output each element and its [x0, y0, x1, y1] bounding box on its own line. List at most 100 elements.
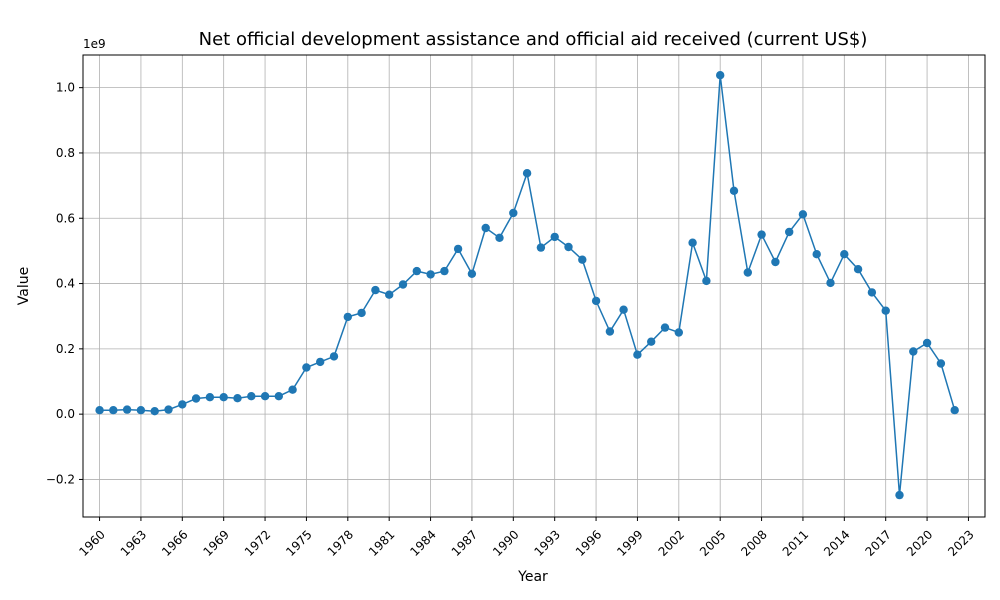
data-point [633, 350, 642, 359]
data-point [895, 490, 904, 500]
data-point [522, 169, 532, 178]
x-tick-label: 2005 [697, 527, 728, 558]
y-axis: −0.2 0.0 0.2 0.4 0.6 0.8 1.0 [46, 81, 83, 486]
x-tick-label: 1975 [283, 527, 314, 558]
data-point [798, 210, 808, 219]
data-point [660, 323, 670, 332]
data-point [357, 308, 366, 318]
data-point [647, 337, 656, 346]
chart-title: Net official development assistance and … [199, 29, 868, 50]
data-point [150, 407, 159, 416]
data-point [564, 242, 573, 252]
data-point [950, 406, 959, 415]
x-tick-label: 2023 [945, 527, 976, 558]
data-point [385, 290, 394, 299]
data-point [578, 255, 587, 264]
data-point [812, 250, 821, 259]
data-points [95, 71, 959, 500]
data-point [853, 265, 863, 274]
y-tick-label: 1.0 [56, 81, 75, 95]
x-tick-label: 1978 [325, 527, 356, 558]
data-point [260, 392, 270, 401]
data-point [481, 223, 490, 233]
y-axis-label: Value [16, 267, 32, 305]
data-point [412, 266, 421, 276]
data-point [757, 230, 766, 239]
x-tick-label: 2020 [904, 527, 935, 558]
data-point [909, 347, 918, 356]
y-tick-label: 0.0 [56, 407, 75, 421]
x-tick-label: 1966 [159, 527, 190, 558]
y-tick-label: 0.6 [56, 211, 75, 225]
data-point [398, 280, 408, 289]
data-point [591, 296, 601, 306]
data-point [191, 394, 201, 403]
x-tick-label: 2011 [780, 527, 811, 558]
y-tick-label: −0.2 [46, 472, 75, 486]
data-point [233, 394, 242, 403]
data-point [509, 208, 518, 218]
x-tick-label: 1990 [490, 527, 521, 558]
data-point [274, 392, 283, 401]
data-point [867, 288, 877, 297]
data-point [674, 328, 683, 337]
data-point [536, 243, 546, 252]
data-point [467, 269, 477, 278]
data-point [316, 357, 325, 367]
data-point [440, 266, 449, 276]
data-point [95, 406, 104, 415]
data-point [109, 406, 118, 415]
data-point [343, 312, 352, 322]
x-tick-label: 1984 [407, 527, 438, 558]
x-tick-label: 1987 [449, 527, 480, 558]
y-tick-label: 0.8 [56, 146, 75, 160]
data-point [178, 400, 187, 409]
data-point [302, 363, 311, 372]
data-point [881, 306, 890, 315]
data-point [205, 393, 215, 402]
data-point [936, 359, 946, 368]
data-point [826, 278, 835, 288]
x-tick-label: 2017 [863, 527, 894, 558]
data-point [550, 232, 559, 242]
data-point [785, 227, 794, 237]
data-point [219, 393, 228, 402]
data-point [288, 385, 297, 394]
y-multiplier-label: 1e9 [83, 37, 106, 51]
x-tick-label: 1993 [532, 527, 563, 558]
data-point [840, 250, 849, 259]
data-point [329, 352, 339, 361]
data-point [495, 233, 504, 242]
x-tick-label: 1960 [76, 527, 107, 558]
data-point [453, 244, 463, 254]
data-point [247, 392, 256, 401]
data-point [136, 406, 146, 415]
data-point [371, 285, 380, 295]
data-point [426, 270, 435, 279]
plot-frame [82, 54, 986, 518]
x-tick-label: 1999 [614, 527, 645, 558]
x-tick-label: 1996 [573, 527, 604, 558]
x-tick-label: 1963 [118, 527, 149, 558]
grid-lines [83, 55, 985, 517]
data-point [122, 405, 132, 414]
data-point [605, 327, 615, 336]
data-point [164, 405, 173, 414]
y-tick-label: 0.2 [56, 342, 75, 356]
y-tick-label: 0.4 [56, 277, 75, 291]
data-point [702, 276, 711, 286]
x-tick-label: 2002 [656, 527, 687, 558]
data-point [771, 257, 780, 267]
x-axis: 1960 1963 1966 1969 1972 1975 1978 1981 1984 1987… [76, 517, 977, 559]
x-tick-label: 2014 [821, 527, 852, 558]
data-point [688, 238, 697, 247]
series-line [99, 75, 956, 496]
x-tick-label: 1981 [366, 527, 397, 558]
data-point [729, 186, 739, 195]
data-point [743, 268, 752, 277]
data-point [922, 338, 932, 348]
x-axis-label: Year [517, 569, 548, 585]
x-tick-label: 1972 [242, 527, 273, 558]
data-point [619, 305, 628, 314]
